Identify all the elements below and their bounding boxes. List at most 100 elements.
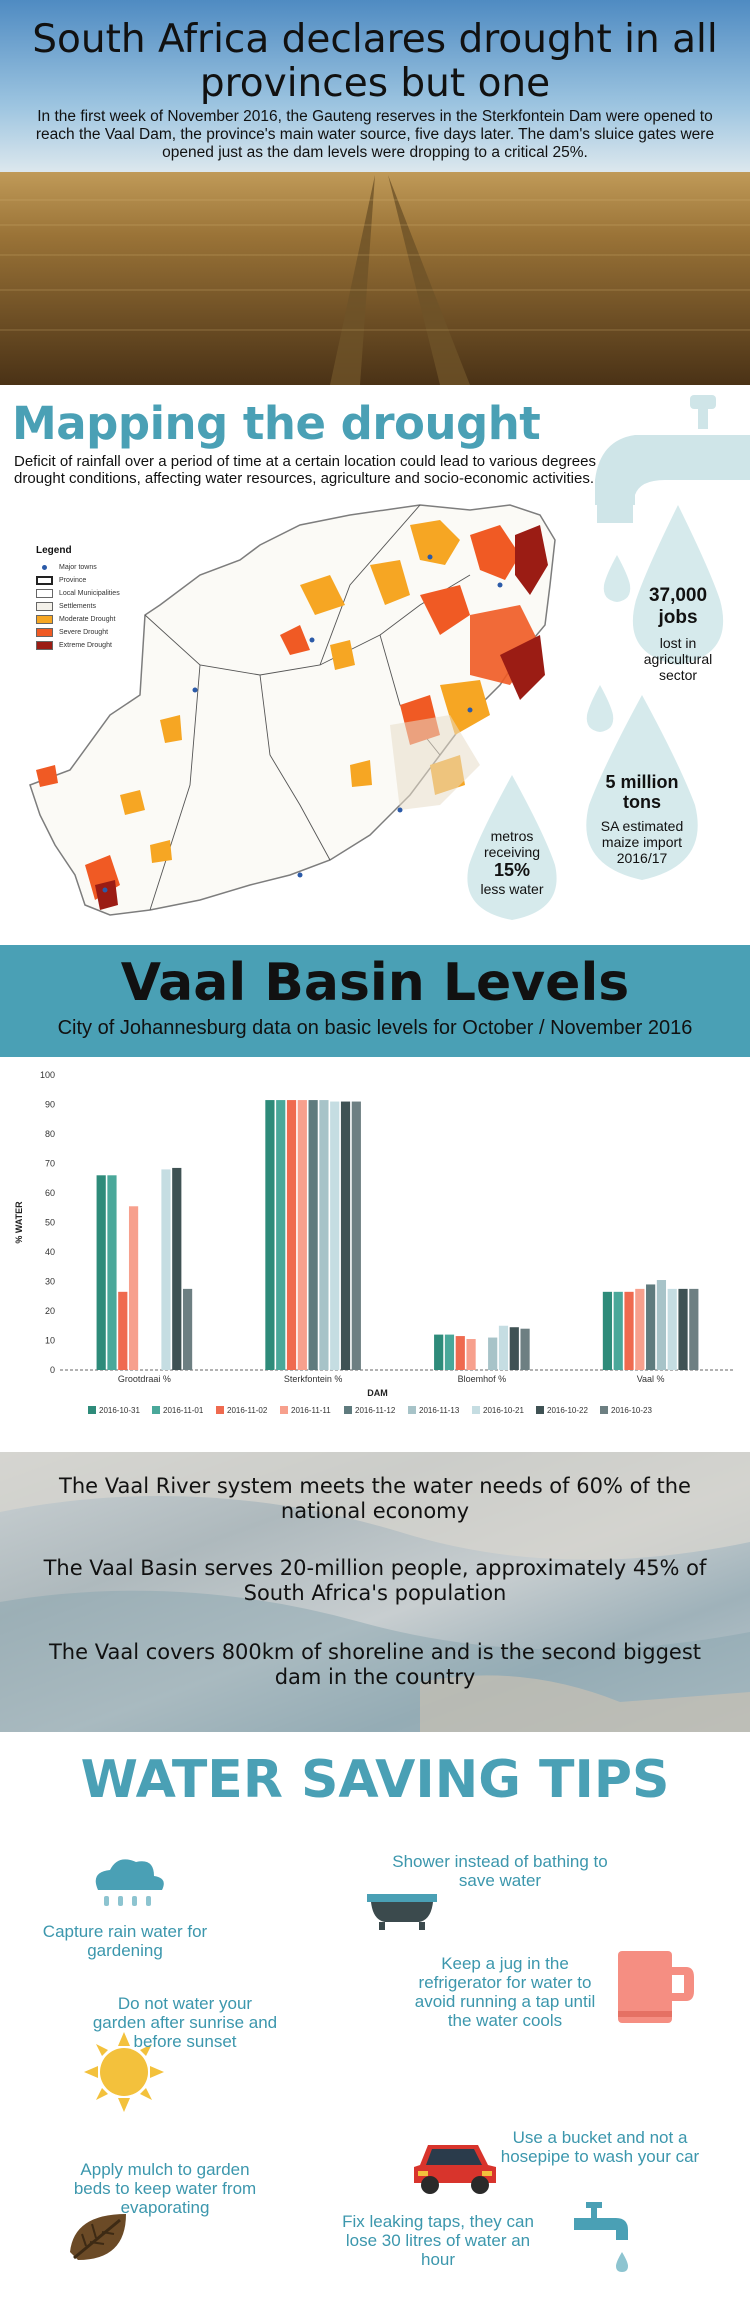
- legend-item: Moderate Drought: [36, 613, 146, 626]
- sun-icon: [84, 2032, 164, 2112]
- map-legend: Legend Major towns Province Local Municipa…: [36, 545, 146, 652]
- legend-swatch: [152, 1406, 160, 1414]
- mapping-section: Mapping the drought Deficit of rainfall …: [0, 385, 750, 945]
- stat-maize-caption: SA estimated maize import 2016/17: [600, 818, 684, 866]
- legend-swatch: [36, 589, 53, 598]
- x-tick-label: Grootdraai %: [118, 1374, 171, 1384]
- y-tick-label: 60: [45, 1188, 55, 1198]
- stat-metros-water: metros receiving 15% less water: [464, 828, 560, 897]
- legend-label: 2016-10-31: [99, 1406, 140, 1415]
- legend-item: Province: [36, 574, 146, 587]
- stat-maize-unit: tons: [623, 792, 661, 812]
- bar: [656, 1280, 667, 1370]
- legend-label: 2016-10-21: [483, 1406, 524, 1415]
- leaf-icon: [70, 2214, 126, 2260]
- legend-swatch: [344, 1406, 352, 1414]
- tips-section: WATER SAVING TIPS Capture rain water for…: [0, 1732, 750, 2323]
- bar: [635, 1288, 645, 1370]
- legend-swatch: [600, 1406, 608, 1414]
- legend-label: Severe Drought: [59, 629, 109, 636]
- dam-levels-chart-section: 0 10 20 30 40 50 60 70 80 90 100 % WATER Grootdraai …: [0, 1057, 750, 1452]
- stat-jobs-number: 37,000: [648, 585, 708, 606]
- legend-label: Local Municipalities: [59, 590, 120, 597]
- legend-label: 2016-10-23: [611, 1406, 652, 1415]
- y-tick-label: 0: [50, 1365, 55, 1375]
- vaal-subtitle: City of Johannesburg data on basic level…: [57, 1017, 693, 1039]
- bar: [172, 1167, 182, 1370]
- stat-jobs-unit: jobs: [658, 607, 698, 628]
- bathtub-icon: [367, 1894, 437, 1930]
- stat-jobs-caption: lost in agricultural sector: [643, 635, 713, 683]
- legend-swatch: [216, 1406, 224, 1414]
- legend-label: 2016-11-12: [355, 1406, 396, 1415]
- stat-metros-caption: metros receiving: [483, 828, 541, 860]
- map-legend-title: Legend: [36, 545, 72, 556]
- y-tick-label: 10: [45, 1336, 55, 1346]
- y-tick-label: 40: [45, 1247, 55, 1257]
- legend-label: Moderate Drought: [59, 616, 116, 623]
- hero-intro-text: In the first week of November 2016, the …: [35, 108, 715, 161]
- legend-item: Major towns: [36, 561, 146, 574]
- bar: [107, 1175, 117, 1370]
- legend-swatch: [36, 641, 53, 650]
- legend-label: Province: [59, 577, 87, 584]
- fact-shoreline: The Vaal covers 800km of shoreline and i…: [48, 1640, 702, 1689]
- bar: [509, 1327, 519, 1370]
- x-tick-label: Bloemhof %: [458, 1374, 507, 1384]
- car-icon: [414, 2145, 496, 2194]
- bar: [646, 1284, 656, 1370]
- legend-swatch: [472, 1406, 480, 1414]
- legend-label: 2016-11-13: [419, 1406, 460, 1415]
- mapping-title: Mapping the drought: [12, 397, 541, 450]
- bar: [265, 1100, 275, 1370]
- bar: [520, 1328, 530, 1370]
- bar: [319, 1100, 329, 1370]
- legend-swatch: [36, 615, 53, 624]
- bar: [624, 1291, 634, 1370]
- legend-item: Settlements: [36, 600, 146, 613]
- bar: [602, 1291, 613, 1370]
- tip-mulch: Apply mulch to garden beds to keep water…: [73, 2160, 257, 2217]
- mapping-intro-text: Deficit of rainfall over a period of tim…: [14, 453, 613, 487]
- bar: [613, 1291, 623, 1370]
- bar: [466, 1339, 476, 1370]
- bar: [118, 1291, 128, 1370]
- x-tick-label: Sterkfontein %: [284, 1374, 343, 1384]
- stat-maize-number: 5 million: [605, 772, 679, 792]
- stat-metros-percent: 15%: [493, 860, 531, 880]
- bar: [678, 1288, 688, 1370]
- legend-item: Severe Drought: [36, 626, 146, 639]
- vaal-header-section: Vaal Basin Levels City of Johannesburg d…: [0, 945, 750, 1057]
- y-tick-label: 80: [45, 1129, 55, 1139]
- legend-swatch: [280, 1406, 288, 1414]
- bar: [308, 1100, 318, 1370]
- y-tick-label: 70: [45, 1159, 55, 1169]
- tips-title: WATER SAVING TIPS: [80, 1750, 670, 1810]
- bar: [276, 1100, 286, 1370]
- legend-swatch: [36, 628, 53, 637]
- tip-garden-watering: Do not water your garden after sunrise a…: [92, 1994, 278, 2051]
- legend-swatch: [88, 1406, 96, 1414]
- dripping-tap-icon: [574, 2202, 628, 2272]
- vaal-title: Vaal Basin Levels: [120, 953, 630, 1013]
- legend-label: 2016-11-02: [227, 1406, 268, 1415]
- legend-swatch: [36, 602, 53, 611]
- bar: [96, 1175, 106, 1370]
- legend-label: 2016-11-11: [291, 1406, 331, 1415]
- bar: [434, 1334, 444, 1370]
- tip-rain-water: Capture rain water for gardening: [42, 1922, 208, 1960]
- legend-swatch: [408, 1406, 416, 1414]
- fact-population: The Vaal Basin serves 20-million people,…: [43, 1556, 707, 1605]
- legend-swatch: [536, 1406, 544, 1414]
- fact-economy: The Vaal River system meets the water ne…: [59, 1474, 691, 1523]
- legend-label: Extreme Drought: [59, 642, 112, 649]
- stat-maize-import: 5 million tons SA estimated maize import…: [586, 772, 698, 866]
- dam-aerial-background: [0, 1452, 750, 1732]
- bar: [455, 1336, 465, 1370]
- tap-and-drops-illustration: [467, 395, 750, 920]
- bar: [488, 1337, 498, 1370]
- dam-levels-bar-chart: 0 10 20 30 40 50 60 70 80 90 100 % WATER Grootdraai …: [14, 1070, 735, 1415]
- bar: [297, 1100, 307, 1370]
- legend-label: Major towns: [59, 564, 97, 571]
- hero-section: South Africa declares drought in all pro…: [0, 0, 750, 385]
